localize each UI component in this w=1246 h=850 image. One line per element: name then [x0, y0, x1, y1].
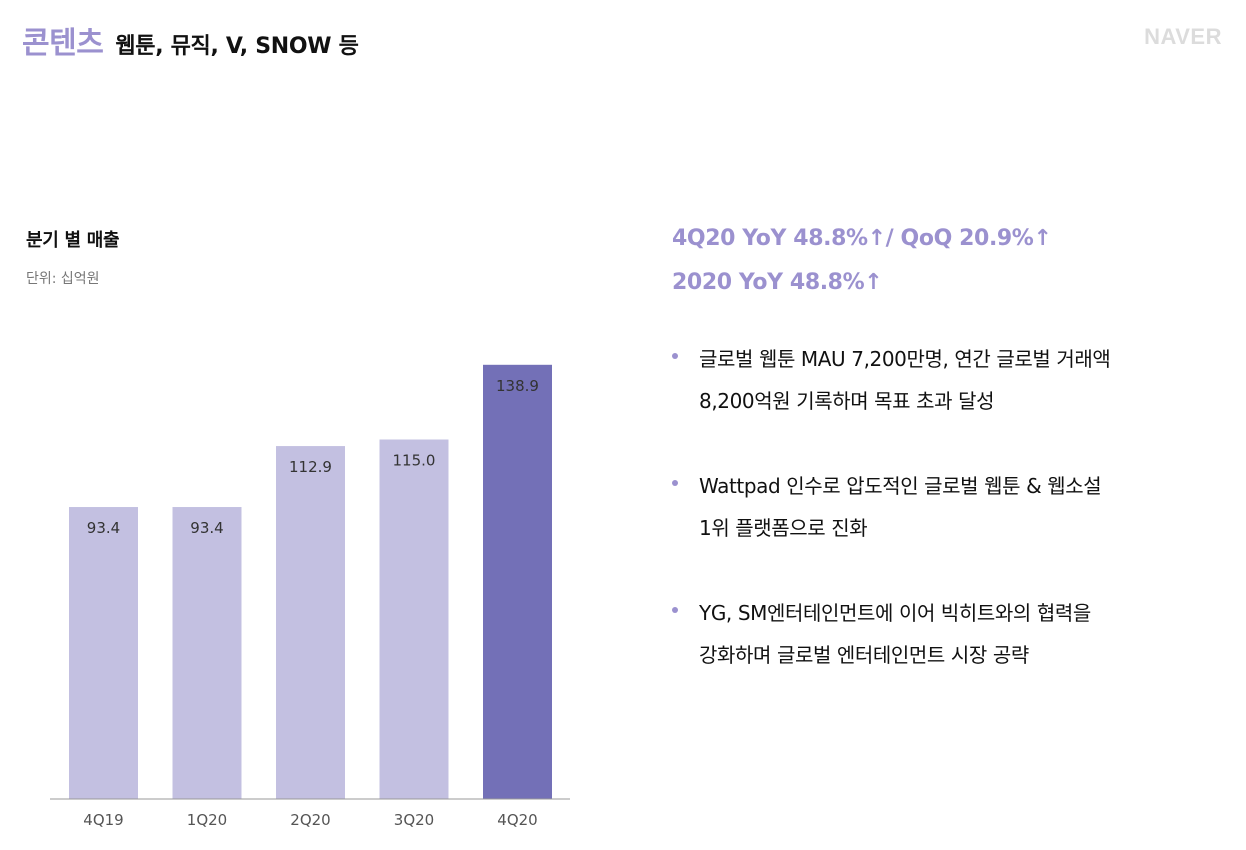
bar-3Q20 [379, 439, 449, 799]
page-subtitle: 웹툰, 뮤직, V, SNOW 등 [115, 34, 359, 59]
page-title: 콘텐츠 [22, 26, 104, 61]
chart-unit: 단위: 십억원 [26, 271, 100, 287]
value-label-4Q20: 138.9 [496, 377, 539, 395]
bullet-line: 글로벌 웹툰 MAU 7,200만명, 연간 글로벌 거래액 [699, 347, 1111, 371]
bar-2Q20 [276, 446, 345, 799]
bullet-item-entertainment: YG, SM엔터테인먼트에 이어 빅히트와의 협력을 강화하며 글로벌 엔터테인… [672, 592, 1232, 676]
bar-4Q20 [483, 364, 552, 799]
chart-title: 분기 별 매출 [26, 230, 120, 251]
bullet-list: 글로벌 웹툰 MAU 7,200만명, 연간 글로벌 거래액 8,200억원 기… [672, 338, 1232, 719]
bullet-line: YG, SM엔터테인먼트에 이어 빅히트와의 협력을 [699, 601, 1091, 625]
value-label-1Q20: 93.4 [190, 519, 223, 537]
bar-1Q20 [172, 507, 242, 799]
headline-quarter-growth: 4Q20 YoY 48.8%↑/ QoQ 20.9%↑ [672, 226, 1052, 251]
x-tick-label-2Q20: 2Q20 [290, 811, 330, 829]
x-tick-label-1Q20: 1Q20 [187, 811, 227, 829]
bullet-dot-icon [672, 480, 678, 486]
naver-logo: NAVER [1144, 24, 1222, 49]
x-tick-label-4Q19: 4Q19 [83, 811, 123, 829]
value-label-2Q20: 112.9 [289, 458, 332, 476]
bullet-dot-icon [672, 353, 678, 359]
headline-year-growth: 2020 YoY 48.8%↑ [672, 270, 883, 295]
revenue-bar-chart: 93.4 4Q19 93.4 1Q20 112.9 2Q20 115.0 3Q20 138.9 4… [50, 364, 570, 829]
bullet-line: 8,200억원 기록하며 목표 초과 달성 [699, 389, 995, 413]
x-tick-label-3Q20: 3Q20 [394, 811, 434, 829]
bullet-dot-icon [672, 607, 678, 613]
bullet-line: 강화하며 글로벌 엔터테인먼트 시장 공략 [699, 643, 1029, 667]
value-label-4Q19: 93.4 [87, 519, 120, 537]
bullet-line: Wattpad 인수로 압도적인 글로벌 웹툰 & 웹소설 [699, 474, 1102, 498]
page-header: 콘텐츠 웹툰, 뮤직, V, SNOW 등 [22, 18, 359, 62]
value-label-3Q20: 115.0 [393, 452, 436, 470]
bullet-line: 1위 플랫폼으로 진화 [699, 516, 868, 540]
bar-4Q19 [69, 507, 138, 799]
x-tick-label-4Q20: 4Q20 [497, 811, 537, 829]
bullet-item-wattpad: Wattpad 인수로 압도적인 글로벌 웹툰 & 웹소설 1위 플랫폼으로 진… [672, 465, 1232, 549]
bullet-item-webtoon: 글로벌 웹툰 MAU 7,200만명, 연간 글로벌 거래액 8,200억원 기… [672, 338, 1232, 422]
